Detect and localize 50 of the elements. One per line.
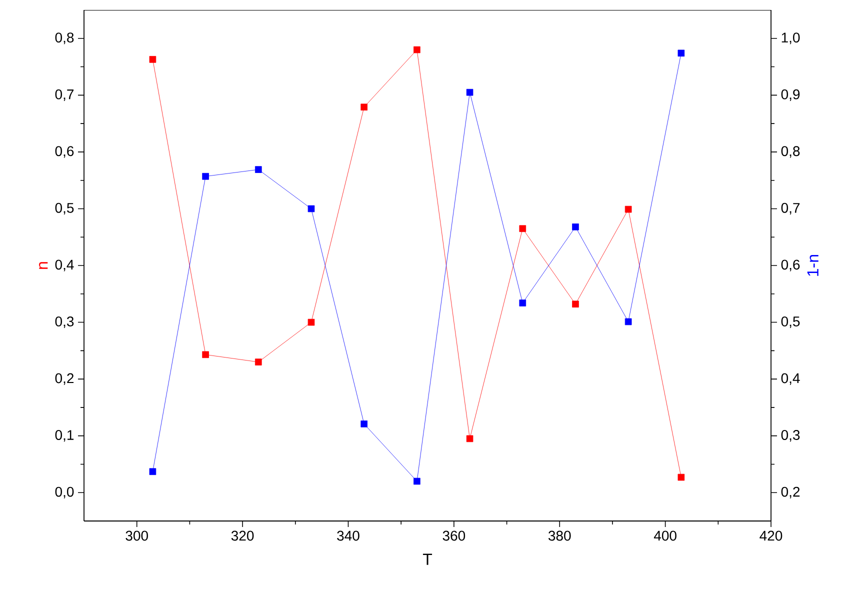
x-tick-label: 360 [442,530,466,541]
y-tick-label: 0,0 [55,486,74,498]
x-tick-label: 320 [231,530,254,541]
point [149,56,156,63]
y-tick-label: 0,2 [55,373,74,385]
x-axis-title: T [422,554,432,565]
x-tick-label: 300 [126,530,148,541]
y2-tick-label: 0,9 [781,89,800,101]
point [255,358,262,366]
point [308,205,315,212]
point [624,318,632,326]
point [255,166,262,173]
y2-tick-label: 0,7 [781,202,800,215]
point [202,351,209,358]
y2-tick-label: 1,0 [782,32,800,44]
point [572,223,579,230]
y-tick-label: 0,8 [55,32,74,44]
point [466,435,474,442]
point [414,478,420,485]
y2-tick-label: 0,2 [781,486,800,498]
y2-tick-label: 0,6 [781,260,800,272]
point [360,104,368,110]
y-tick-label: 0,3 [55,316,74,328]
x-tick-label: 380 [548,530,571,541]
y-tick-label: 0,5 [55,202,74,215]
point [572,300,579,308]
y-tick-label: 0,4 [55,260,74,272]
point [519,300,526,306]
x-tick-label: 340 [337,530,360,541]
point [308,318,315,326]
point [414,46,420,54]
y-tick-label: 0,7 [55,89,74,101]
y2-tick-label: 0,4 [781,373,800,385]
point [678,474,685,481]
y2-tick-label: 0,8 [781,146,800,158]
y2-tick-label: 0,3 [781,430,800,442]
point [202,172,209,180]
y-tick-label: 0,6 [55,146,74,158]
y2-tick-label: 0,5 [781,316,800,328]
point [519,225,526,232]
point [149,468,156,476]
point [360,420,368,428]
point [466,88,474,96]
x-tick-label: 400 [654,530,676,541]
y2-axis-title: 1-n [807,254,818,276]
y-axis-title: n [39,262,48,269]
point [678,50,685,57]
x-tick-label: 420 [760,530,782,541]
y-tick-label: 0,1 [55,430,74,442]
point [624,206,632,213]
